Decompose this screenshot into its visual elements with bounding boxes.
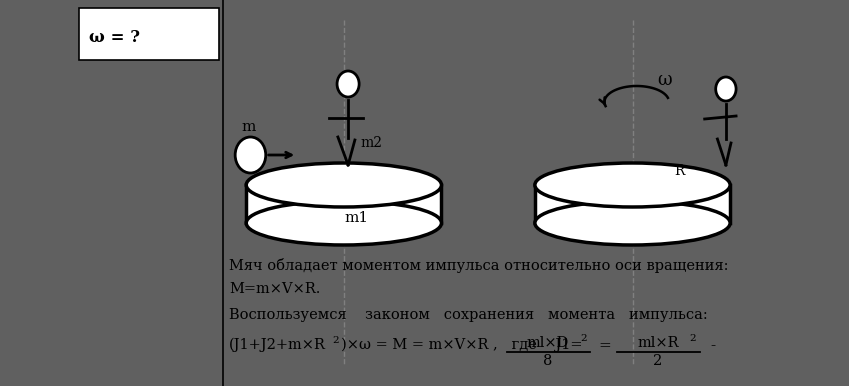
Text: Мяч обладает моментом импульса относительно оси вращения:: Мяч обладает моментом импульса относител… <box>229 258 728 273</box>
Text: (J1+J2+m×R: (J1+J2+m×R <box>229 338 326 352</box>
Bar <box>79 8 219 60</box>
Text: Воспользуемся    законом   сохранения   момента   импульса:: Воспользуемся законом сохранения момента… <box>229 308 708 322</box>
Text: ω: ω <box>657 71 672 89</box>
Text: m1: m1 <box>345 211 368 225</box>
Text: R: R <box>674 164 684 178</box>
Text: -: - <box>711 339 716 353</box>
Text: 8: 8 <box>543 354 553 368</box>
Circle shape <box>716 77 736 101</box>
Text: m2: m2 <box>361 136 383 150</box>
Text: 2: 2 <box>333 336 340 345</box>
Ellipse shape <box>535 201 730 245</box>
Text: )×ω = M = m×V×R ,   где    J1=: )×ω = M = m×V×R , где J1= <box>341 338 582 352</box>
Bar <box>535 185 730 223</box>
Text: ω = ?: ω = ? <box>89 29 140 46</box>
Ellipse shape <box>246 201 441 245</box>
Text: 2: 2 <box>654 354 662 368</box>
Ellipse shape <box>535 163 730 207</box>
Text: m: m <box>242 120 256 134</box>
Text: =: = <box>599 339 611 353</box>
Text: ml×D: ml×D <box>526 336 569 350</box>
Text: 2: 2 <box>689 334 696 343</box>
Ellipse shape <box>246 163 441 207</box>
Text: 2: 2 <box>580 334 587 343</box>
Text: M=m×V×R.: M=m×V×R. <box>229 282 321 296</box>
Circle shape <box>235 137 266 173</box>
Text: ml×R: ml×R <box>638 336 678 350</box>
Circle shape <box>337 71 359 97</box>
Bar <box>246 185 441 223</box>
